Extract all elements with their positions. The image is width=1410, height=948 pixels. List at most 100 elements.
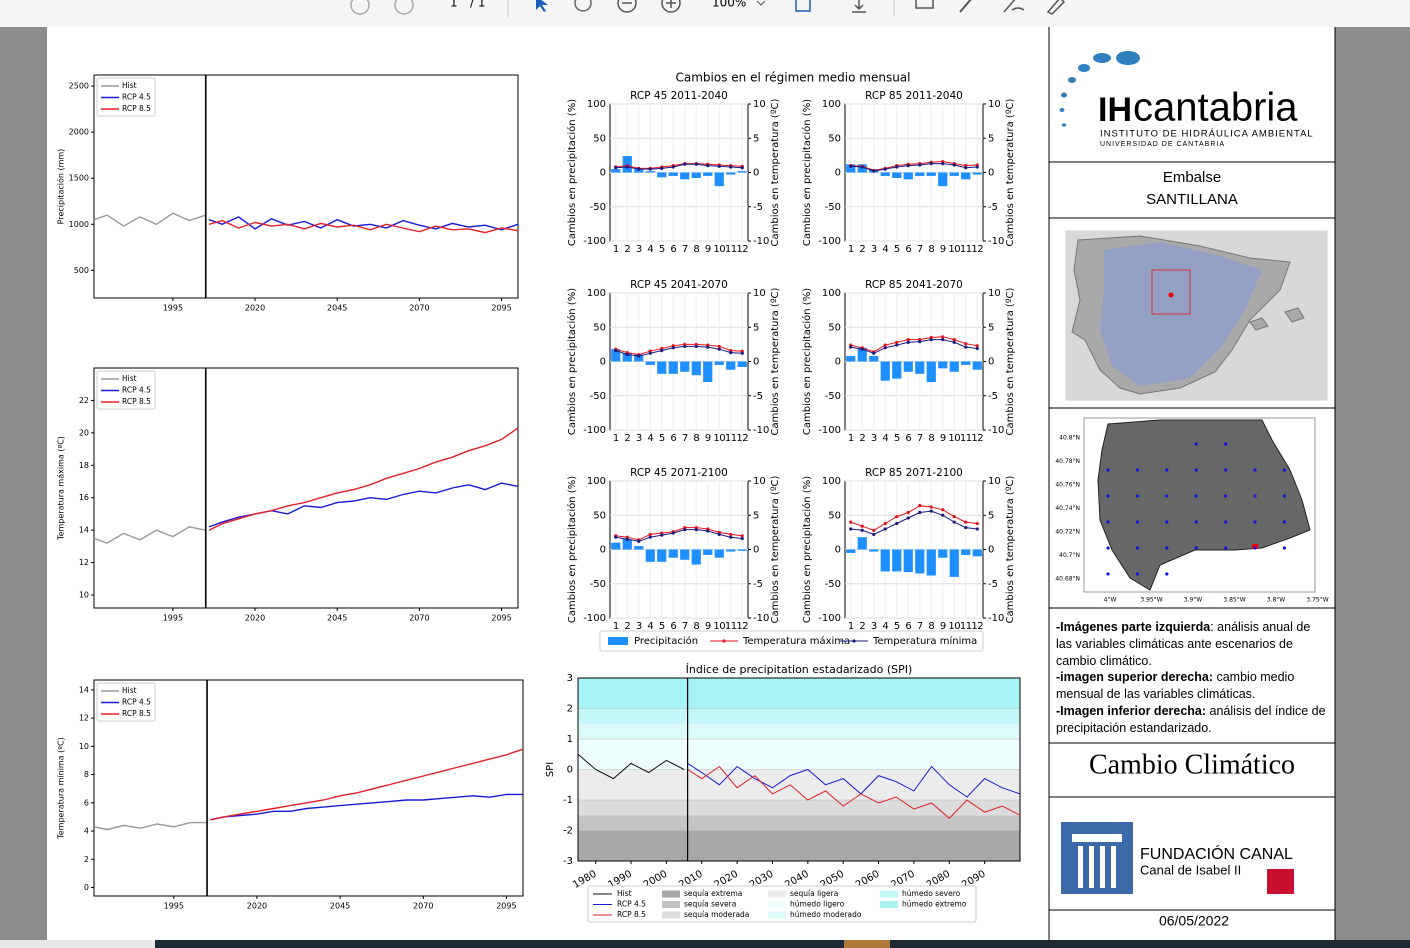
y-tick-label: 100: [587, 99, 606, 110]
map-lat-label: 40.7°N: [1059, 552, 1080, 559]
next-page-button[interactable]: [394, 0, 414, 15]
grid-point: [1165, 572, 1169, 576]
zoom-out-button[interactable]: [617, 0, 637, 13]
zoom-level[interactable]: 100%: [712, 0, 746, 10]
series-line: [208, 216, 519, 231]
grid-point: [1106, 468, 1110, 472]
x-tick-label: 11: [725, 244, 737, 255]
temperature-point: [660, 166, 664, 170]
y-axis-label: Cambios en precipitación (%): [566, 288, 578, 435]
temperature-point: [717, 347, 721, 351]
x-tick-label: 9: [705, 433, 711, 444]
zoom-dropdown[interactable]: [756, 0, 766, 6]
y2-tick-label: -10: [753, 236, 769, 247]
temperature-point: [918, 340, 922, 344]
temperature-line: [615, 343, 743, 356]
series-line: [687, 765, 1021, 819]
grid-point: [1106, 520, 1110, 524]
x-tick-label: 2070: [409, 304, 429, 313]
temperature-point: [660, 533, 664, 537]
x-tick-label: 1: [848, 433, 854, 444]
x-tick-label: 2: [624, 244, 630, 255]
y2-tick-label: 10: [753, 99, 766, 110]
legend-label: RCP 8.5: [122, 397, 151, 406]
bar: [737, 361, 747, 367]
x-tick-label: 11: [725, 433, 737, 444]
legend-label: Hist: [122, 686, 137, 695]
bar: [726, 361, 736, 370]
y2-tick-label: -5: [988, 391, 998, 402]
y2-tick-label: 10: [753, 288, 766, 299]
panel-title: RCP 45 2041-2070: [630, 279, 728, 291]
legend-label: sequía severa: [684, 900, 736, 909]
zoom-in-button[interactable]: [661, 0, 681, 13]
temperature-point: [717, 164, 721, 168]
legend-label: Temperatura máxima: [742, 635, 850, 647]
temperature-point: [706, 345, 710, 349]
comment-tool[interactable]: [915, 0, 934, 9]
temperature-point: [918, 504, 922, 508]
grid-point: [1282, 468, 1286, 472]
bar: [703, 361, 713, 383]
y-tick-label: 2: [567, 704, 573, 715]
edit-tool[interactable]: [1046, 0, 1066, 15]
x-tick-label: 6: [905, 433, 911, 444]
bar: [915, 172, 925, 176]
select-tool[interactable]: [536, 0, 548, 12]
y2-tick-label: 0: [753, 357, 759, 368]
x-tick-label: 2095: [491, 304, 511, 313]
x-tick-label: 2: [859, 244, 865, 255]
download-button[interactable]: [852, 0, 866, 13]
grid-point: [1165, 468, 1169, 472]
temperature-point: [906, 164, 910, 168]
y-tick-label: 100: [587, 476, 606, 487]
y-tick-label: -50: [825, 579, 841, 590]
temperature-point: [729, 165, 733, 169]
x-tick-label: 7: [682, 244, 688, 255]
map-lat-label: 40.76°N: [1055, 482, 1080, 489]
series-line: [93, 212, 207, 227]
draw-tool[interactable]: [1003, 0, 1025, 13]
fit-tool[interactable]: [795, 0, 811, 12]
y2-tick-label: 0: [988, 357, 994, 368]
y-tick-label: 1: [567, 734, 573, 745]
x-tick-label: 9: [940, 621, 946, 632]
temperature-line: [850, 339, 978, 354]
logo-subtitle: UNIVERSIDAD DE CANTABRIA: [1100, 141, 1225, 148]
temperature-point: [941, 513, 945, 517]
page-number[interactable]: 1: [450, 0, 458, 10]
grid-point: [1194, 442, 1198, 446]
x-tick-label: 2: [859, 621, 865, 632]
temperature-line: [615, 345, 743, 357]
description-text: análisis del índice de precipitación est…: [1056, 703, 1326, 735]
bar: [691, 172, 701, 178]
temperature-point: [683, 162, 687, 166]
y-tick-label: -100: [818, 613, 841, 624]
highlight-tool[interactable]: [959, 0, 972, 13]
temperature-point: [952, 337, 956, 342]
bar: [972, 549, 982, 557]
map-lat-label: 40.74°N: [1055, 505, 1080, 512]
prev-page-button[interactable]: [350, 0, 370, 15]
legend-label: RCP 4.5: [122, 698, 151, 707]
y2-tick-label: 5: [988, 510, 994, 521]
y-tick-label: 10: [79, 591, 89, 600]
y2-tick-label: 0: [988, 168, 994, 179]
y-tick-label: -3: [563, 856, 573, 867]
y-tick-label: 50: [828, 133, 841, 144]
hand-tool[interactable]: [574, 0, 592, 12]
bar: [645, 171, 655, 173]
y-tick-label: 1000: [69, 220, 89, 229]
x-tick-label: 1: [613, 433, 619, 444]
legend-swatch: [662, 901, 680, 908]
temperature-point: [740, 534, 744, 538]
bar: [926, 172, 936, 176]
legend: [96, 77, 156, 117]
x-tick-label: 10: [713, 621, 725, 632]
y2-axis-label: Cambios en temperatura (ºC): [1005, 475, 1016, 623]
foundation-logo: [1061, 822, 1294, 894]
temperature-point: [860, 165, 864, 169]
y-axis-label: Cambios en precipitación (%): [566, 99, 578, 246]
y-tick-label: -100: [583, 613, 606, 624]
